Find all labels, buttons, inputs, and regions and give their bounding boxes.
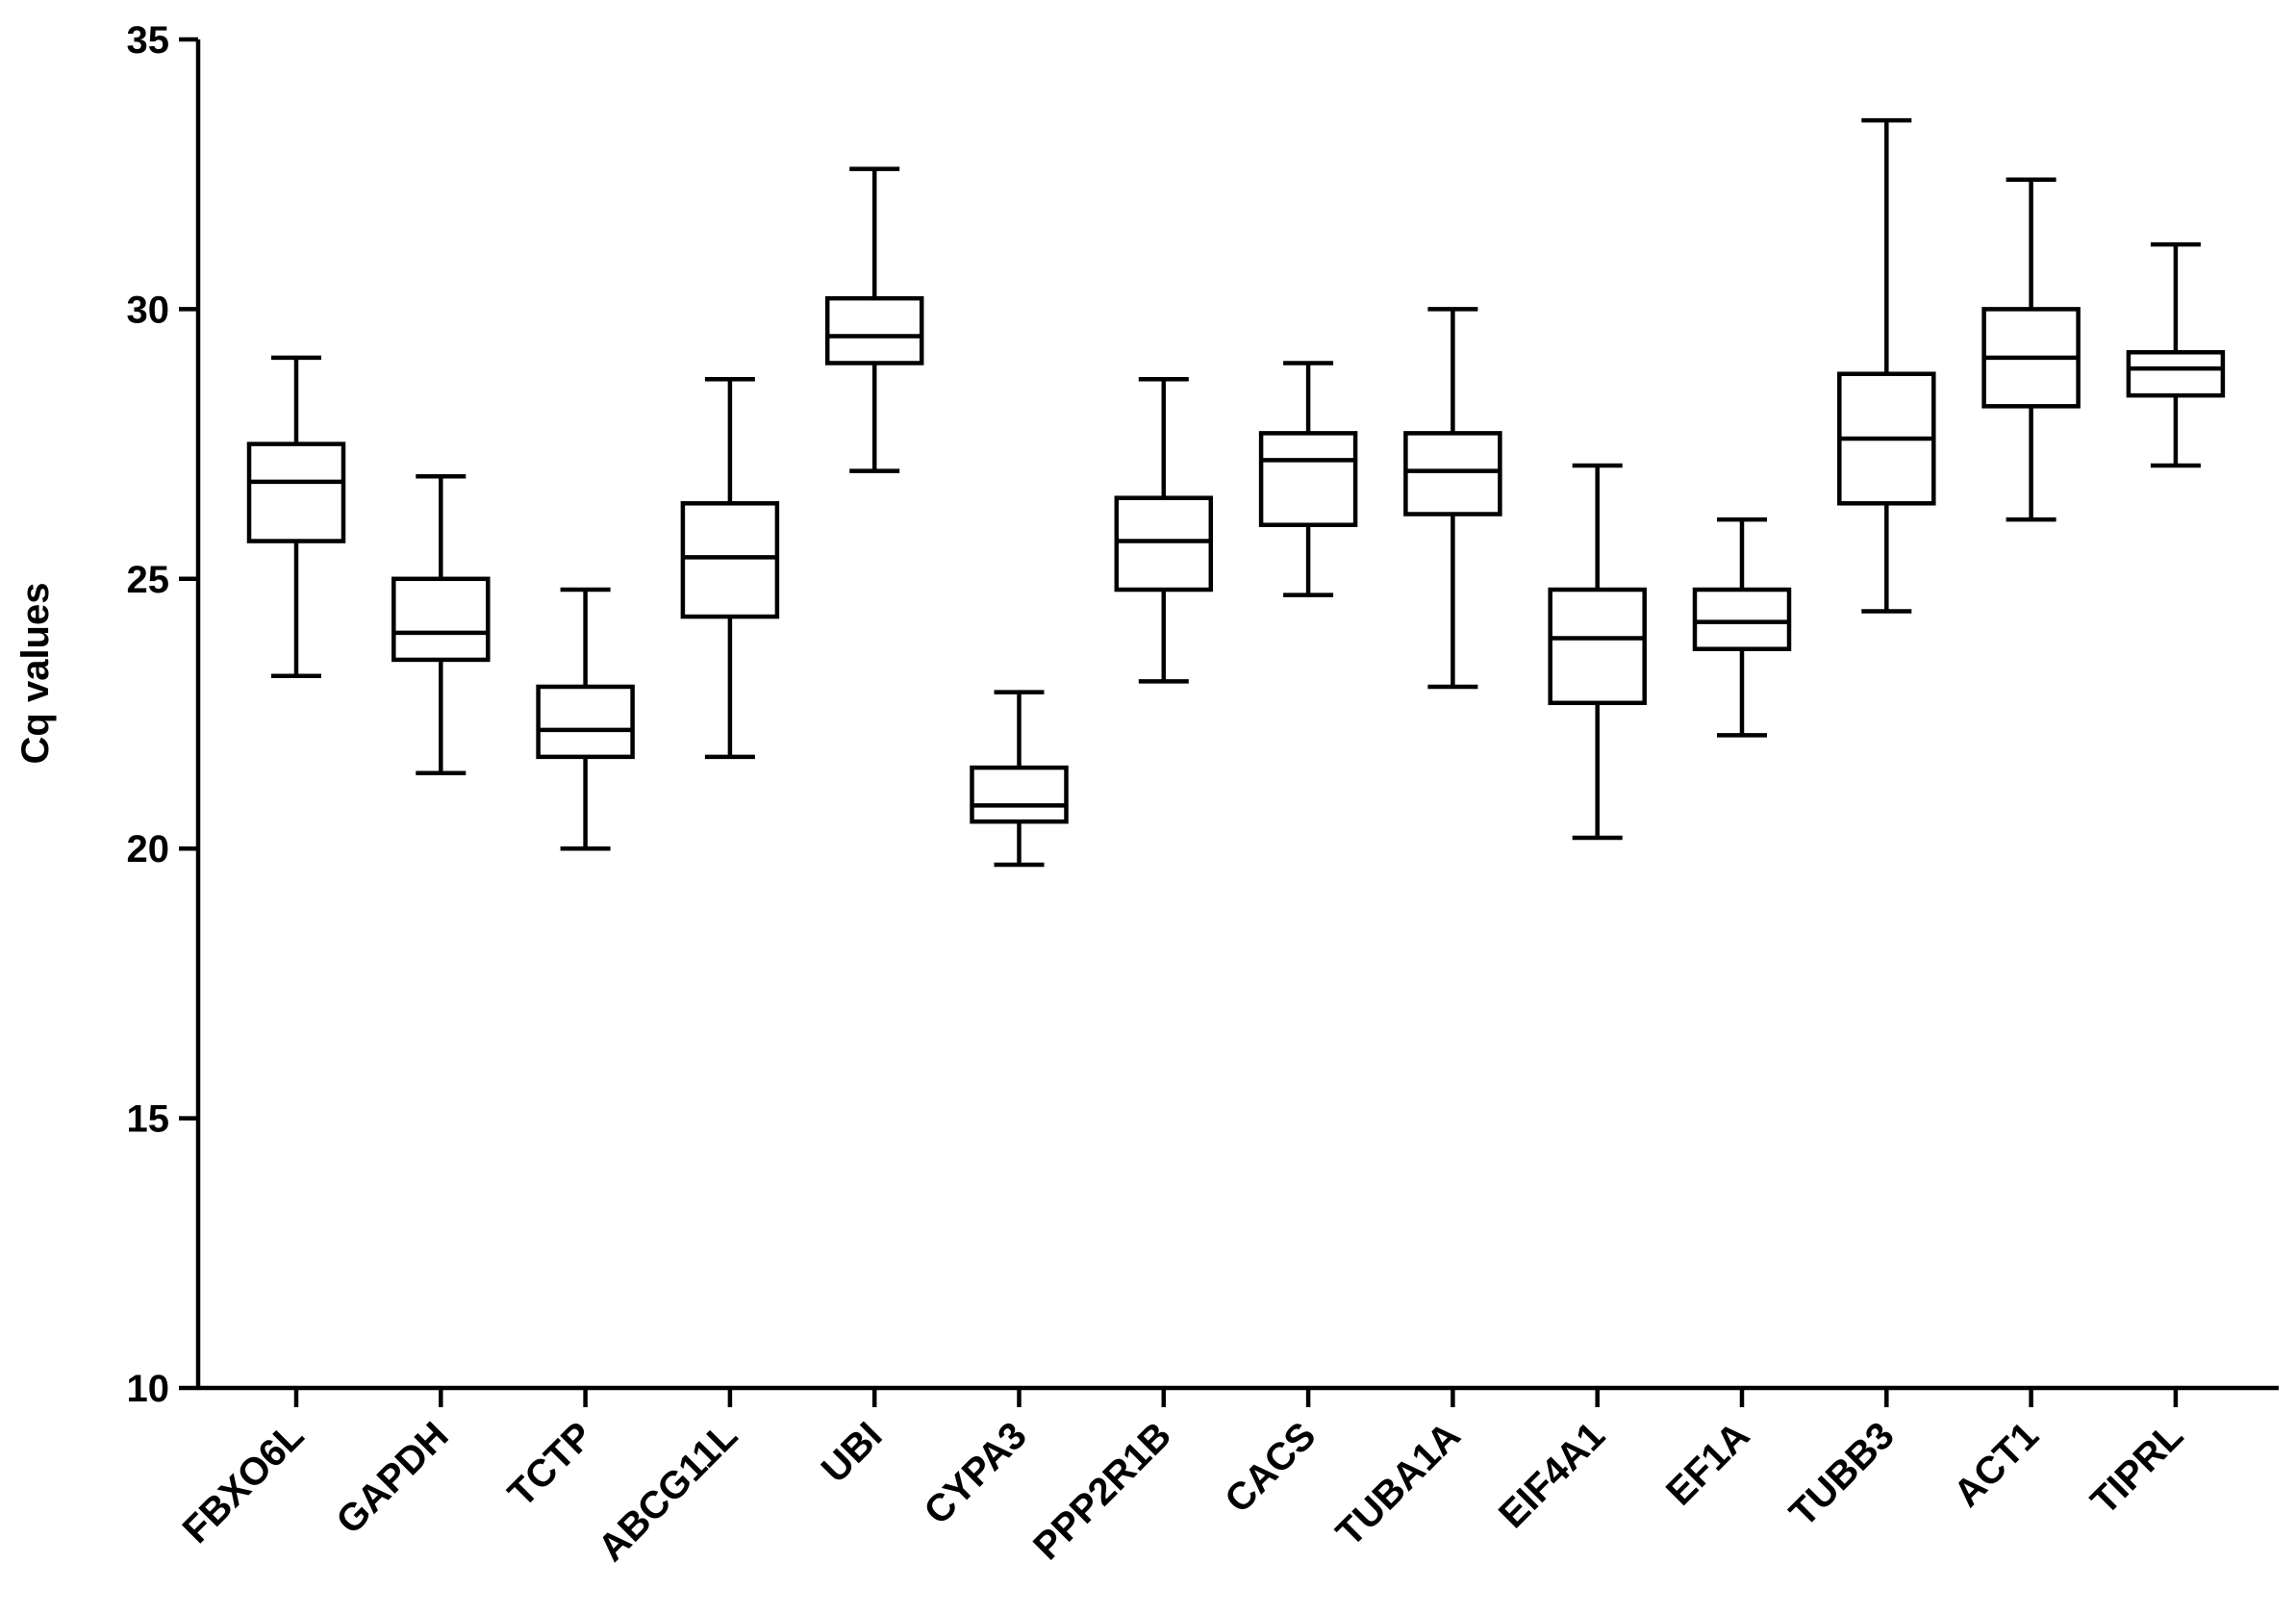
x-tick-label: ABCG11L (591, 1414, 746, 1570)
x-tick-label: ACT1 (1946, 1414, 2047, 1515)
x-tick-label: EIF4A1 (1491, 1414, 1613, 1536)
y-axis-label: Cq values (14, 583, 57, 765)
box (1692, 587, 1792, 651)
x-tick-label: TCTP (500, 1414, 601, 1515)
x-tick-label: PPP2R1B (1025, 1414, 1179, 1568)
box (246, 441, 346, 543)
y-tick-label: 20 (127, 828, 170, 870)
y-tick-label: 10 (127, 1368, 170, 1410)
x-tick-label: CACS (1217, 1414, 1324, 1521)
box (1403, 431, 1502, 517)
box (970, 765, 1069, 824)
box (391, 576, 491, 663)
box (1258, 431, 1358, 527)
x-tick-label: TUBA1A (1328, 1414, 1469, 1554)
x-tick-label: CYPA3 (917, 1414, 1035, 1532)
box (536, 684, 635, 760)
box (824, 295, 924, 366)
box (1548, 587, 1647, 706)
x-tick-label: TUBB3 (1781, 1414, 1902, 1534)
y-tick-label: 35 (127, 19, 170, 62)
box (1114, 495, 1214, 593)
x-tick-label: TIPRL (2082, 1414, 2191, 1523)
box (680, 501, 780, 619)
x-tick-label: UBI (814, 1414, 891, 1491)
box (2126, 350, 2226, 398)
y-tick-label: 25 (127, 559, 170, 601)
y-tick-label: 30 (127, 289, 170, 331)
x-tick-label: EF1A (1658, 1414, 1757, 1513)
x-tick-label: GAPDH (328, 1414, 456, 1542)
x-tick-label: FBXO6L (175, 1414, 313, 1551)
y-tick-label: 15 (127, 1098, 170, 1141)
